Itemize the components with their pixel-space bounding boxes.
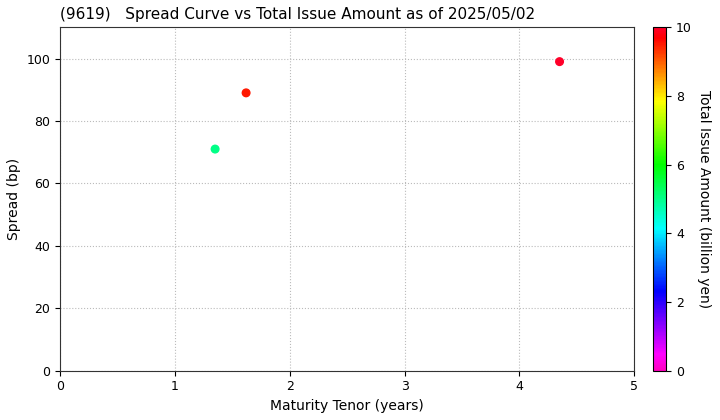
Y-axis label: Spread (bp): Spread (bp) bbox=[7, 158, 21, 240]
X-axis label: Maturity Tenor (years): Maturity Tenor (years) bbox=[270, 399, 424, 413]
Point bbox=[210, 146, 221, 152]
Y-axis label: Total Issue Amount (billion yen): Total Issue Amount (billion yen) bbox=[698, 90, 711, 308]
Text: (9619)   Spread Curve vs Total Issue Amount as of 2025/05/02: (9619) Spread Curve vs Total Issue Amoun… bbox=[60, 7, 535, 22]
Point bbox=[240, 89, 252, 96]
Point bbox=[554, 58, 565, 65]
